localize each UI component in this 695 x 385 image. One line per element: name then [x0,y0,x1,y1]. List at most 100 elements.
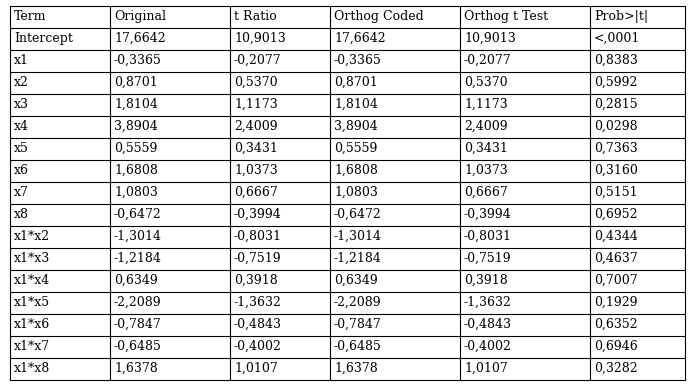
Text: 0,3160: 0,3160 [594,164,638,177]
Text: x1*x3: x1*x3 [14,252,50,265]
Text: 0,5151: 0,5151 [594,186,637,199]
Text: -0,3994: -0,3994 [234,208,281,221]
Text: x1*x4: x1*x4 [14,274,50,287]
Text: -1,3014: -1,3014 [114,230,162,243]
Text: -1,3632: -1,3632 [464,296,512,309]
Text: Prob>|t|: Prob>|t| [594,10,648,23]
Text: -1,2184: -1,2184 [114,252,162,265]
Text: 0,6667: 0,6667 [464,186,508,199]
Text: 2,4009: 2,4009 [234,120,277,133]
Text: x1*x5: x1*x5 [14,296,50,309]
Text: -0,3994: -0,3994 [464,208,512,221]
Text: 0,5559: 0,5559 [334,142,377,155]
Text: Orthog Coded: Orthog Coded [334,10,424,23]
Text: 0,8383: 0,8383 [594,54,638,67]
Text: -0,7847: -0,7847 [334,318,382,331]
Text: 0,5370: 0,5370 [464,76,507,89]
Text: -0,6472: -0,6472 [114,208,162,221]
Text: 0,5559: 0,5559 [114,142,157,155]
Text: x6: x6 [14,164,29,177]
Text: 0,6352: 0,6352 [594,318,637,331]
Text: 0,3431: 0,3431 [234,142,278,155]
Text: 1,6808: 1,6808 [334,164,378,177]
Text: 0,6667: 0,6667 [234,186,278,199]
Text: -1,3014: -1,3014 [334,230,382,243]
Text: 1,0373: 1,0373 [234,164,278,177]
Text: 0,5370: 0,5370 [234,76,277,89]
Text: 1,6378: 1,6378 [334,362,378,375]
Text: Term: Term [14,10,47,23]
Text: -0,3365: -0,3365 [114,54,162,67]
Text: x2: x2 [14,76,29,89]
Text: 2,4009: 2,4009 [464,120,507,133]
Text: -0,7847: -0,7847 [114,318,162,331]
Text: x1: x1 [14,54,29,67]
Text: 1,0373: 1,0373 [464,164,508,177]
Text: 0,8701: 0,8701 [334,76,378,89]
Text: 0,6349: 0,6349 [334,274,378,287]
Text: 0,4637: 0,4637 [594,252,638,265]
Text: 0,3282: 0,3282 [594,362,637,375]
Text: 1,6808: 1,6808 [114,164,158,177]
Text: 10,9013: 10,9013 [234,32,286,45]
Text: x3: x3 [14,98,29,111]
Text: x1*x7: x1*x7 [14,340,50,353]
Text: -1,2184: -1,2184 [334,252,382,265]
Text: 17,6642: 17,6642 [334,32,386,45]
Text: -0,6485: -0,6485 [334,340,382,353]
Text: 0,6952: 0,6952 [594,208,637,221]
Text: 3,8904: 3,8904 [114,120,158,133]
Text: 1,6378: 1,6378 [114,362,158,375]
Text: -0,4002: -0,4002 [464,340,512,353]
Text: 0,3918: 0,3918 [234,274,278,287]
Text: t Ratio: t Ratio [234,10,277,23]
Text: x8: x8 [14,208,29,221]
Text: -0,2077: -0,2077 [234,54,281,67]
Text: -0,4002: -0,4002 [234,340,282,353]
Text: 0,6349: 0,6349 [114,274,158,287]
Text: -0,3365: -0,3365 [334,54,382,67]
Text: 1,0107: 1,0107 [464,362,508,375]
Text: Original: Original [114,10,166,23]
Text: -1,3632: -1,3632 [234,296,282,309]
Text: -2,2089: -2,2089 [334,296,382,309]
Text: 1,8104: 1,8104 [334,98,378,111]
Text: 0,0298: 0,0298 [594,120,637,133]
Text: 0,8701: 0,8701 [114,76,158,89]
Text: 10,9013: 10,9013 [464,32,516,45]
Text: 3,8904: 3,8904 [334,120,378,133]
Text: -2,2089: -2,2089 [114,296,162,309]
Text: <,0001: <,0001 [594,32,640,45]
Text: -0,8031: -0,8031 [234,230,282,243]
Text: 0,3918: 0,3918 [464,274,508,287]
Text: 0,5992: 0,5992 [594,76,637,89]
Text: Intercept: Intercept [14,32,73,45]
Text: -0,7519: -0,7519 [234,252,281,265]
Text: 1,1173: 1,1173 [234,98,278,111]
Text: -0,2077: -0,2077 [464,54,512,67]
Text: -0,6485: -0,6485 [114,340,162,353]
Text: x5: x5 [14,142,29,155]
Text: 0,6946: 0,6946 [594,340,638,353]
Text: -0,4843: -0,4843 [464,318,512,331]
Text: 0,3431: 0,3431 [464,142,508,155]
Text: 17,6642: 17,6642 [114,32,165,45]
Text: 0,2815: 0,2815 [594,98,637,111]
Text: 1,0107: 1,0107 [234,362,278,375]
Text: x7: x7 [14,186,29,199]
Text: 1,1173: 1,1173 [464,98,508,111]
Text: 1,8104: 1,8104 [114,98,158,111]
Text: x4: x4 [14,120,29,133]
Text: Orthog t Test: Orthog t Test [464,10,548,23]
Text: -0,4843: -0,4843 [234,318,282,331]
Text: x1*x8: x1*x8 [14,362,50,375]
Text: 1,0803: 1,0803 [114,186,158,199]
Text: -0,7519: -0,7519 [464,252,512,265]
Text: x1*x6: x1*x6 [14,318,50,331]
Text: 0,7007: 0,7007 [594,274,637,287]
Text: -0,8031: -0,8031 [464,230,512,243]
Text: 0,7363: 0,7363 [594,142,638,155]
Text: 1,0803: 1,0803 [334,186,378,199]
Text: -0,6472: -0,6472 [334,208,382,221]
Text: 0,4344: 0,4344 [594,230,638,243]
